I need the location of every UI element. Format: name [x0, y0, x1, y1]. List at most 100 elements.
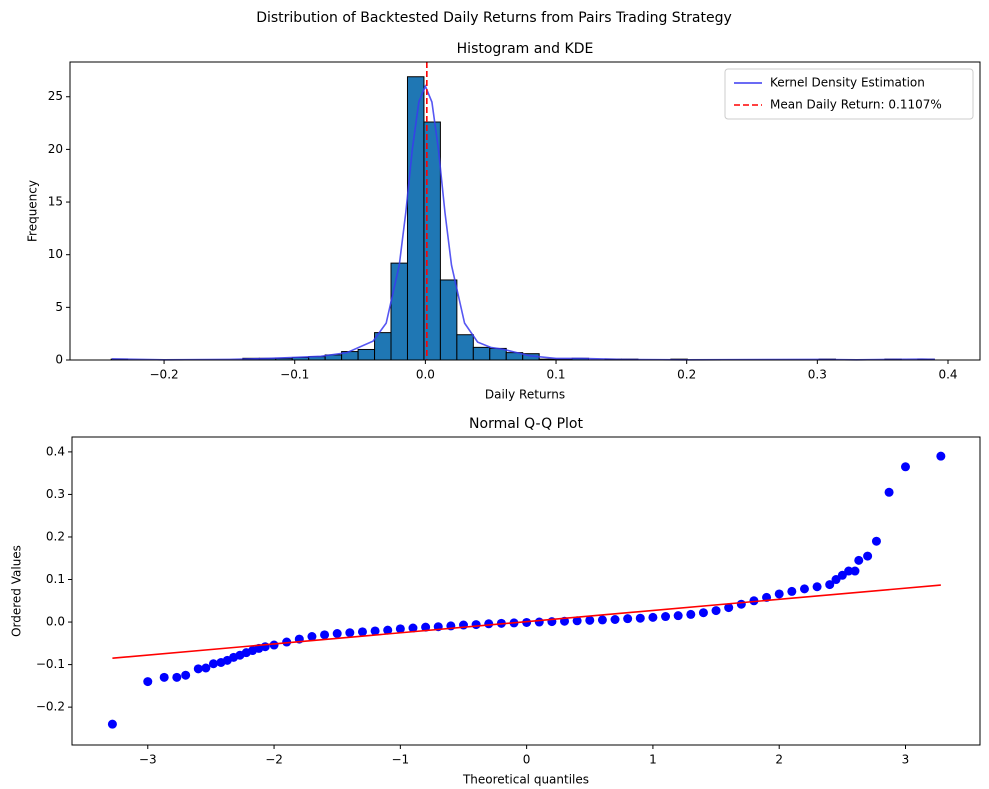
x-tick-label: 0.1 — [546, 368, 565, 382]
qq-point — [193, 664, 203, 674]
qq-point — [724, 603, 734, 613]
qq-point — [107, 719, 117, 729]
figure-title: Distribution of Backtested Daily Returns… — [256, 10, 732, 26]
qq-point — [159, 672, 169, 682]
y-tick-label: 0.1 — [46, 572, 65, 586]
qq-point — [260, 642, 270, 652]
qq-point — [825, 580, 835, 590]
qq-point — [831, 575, 841, 585]
y-tick-label: 0.4 — [46, 444, 65, 458]
qq-point — [585, 615, 595, 625]
qq-point — [799, 584, 809, 594]
histogram-bar — [390, 262, 408, 361]
qq-point — [812, 582, 822, 592]
y-tick-label: 15 — [48, 195, 63, 209]
qq-point — [471, 620, 481, 630]
qq-point — [863, 551, 873, 561]
y-tick-label: 20 — [48, 142, 63, 156]
y-tick-label: 25 — [48, 89, 63, 103]
fit-line — [112, 584, 941, 660]
x-tick-label: −2 — [265, 753, 283, 767]
qq-point — [661, 612, 671, 622]
y-tick-label: 0 — [55, 353, 63, 367]
kde-line — [111, 84, 935, 361]
qq-point — [854, 555, 864, 565]
histogram-bar — [439, 279, 458, 361]
x-tick-label: 0.0 — [416, 368, 435, 382]
qq-point — [395, 624, 405, 634]
legend-label: Mean Daily Return: 0.1107% — [770, 98, 942, 112]
histogram-bar — [472, 346, 491, 361]
qq-point — [357, 627, 367, 637]
qq-point — [936, 451, 946, 461]
x-tick-label: 0.3 — [808, 368, 827, 382]
legend-label: Kernel Density Estimation — [770, 76, 925, 90]
qq-point — [269, 640, 279, 650]
qq-point — [736, 599, 746, 609]
axes-frame — [71, 436, 981, 746]
qq-point — [900, 462, 910, 472]
qq-point — [686, 609, 696, 619]
qq-point — [307, 632, 317, 642]
qq-point — [837, 570, 847, 580]
x-tick-label: 0.2 — [677, 368, 696, 382]
qq-point — [610, 615, 620, 625]
x-tick-label: −3 — [139, 753, 157, 767]
qq-point — [421, 622, 431, 632]
y-axis-label: Ordered Values — [10, 545, 24, 637]
x-tick-label: −0.1 — [280, 368, 309, 382]
qq-point — [345, 628, 355, 638]
y-tick-label: −0.2 — [36, 700, 65, 714]
qq-point — [332, 629, 342, 639]
qq-point — [172, 672, 182, 682]
qq-point — [201, 663, 211, 673]
qq-point — [648, 612, 658, 622]
x-tick-label: 0.4 — [938, 368, 957, 382]
qq-point — [850, 566, 860, 576]
x-axis-label: Daily Returns — [485, 388, 565, 402]
histogram-bar — [357, 348, 376, 361]
qq-point — [320, 630, 330, 640]
x-axis-label: Theoretical quantiles — [462, 773, 589, 787]
histogram-bar — [456, 334, 474, 361]
qq-point — [484, 619, 494, 629]
y-tick-label: 0.3 — [46, 487, 65, 501]
axes-title: Normal Q-Q Plot — [469, 416, 583, 432]
qq-point — [871, 536, 881, 546]
qq-point — [522, 617, 532, 627]
y-tick-label: 0.2 — [46, 529, 65, 543]
qq-point — [208, 659, 218, 669]
qq-point — [597, 615, 607, 625]
x-tick-label: −0.2 — [150, 368, 179, 382]
qq-point — [698, 608, 708, 618]
qq-point — [787, 586, 797, 596]
x-tick-label: 2 — [775, 753, 783, 767]
y-tick-label: −0.1 — [36, 657, 65, 671]
x-tick-label: 1 — [649, 753, 657, 767]
qq-point — [408, 623, 418, 633]
qq-point — [673, 611, 683, 621]
y-tick-label: 5 — [55, 300, 63, 314]
qq-point — [143, 677, 153, 687]
qq-point — [572, 616, 582, 626]
qq-point — [383, 625, 393, 635]
y-axis-label: Frequency — [26, 180, 40, 242]
qq-point — [711, 606, 721, 616]
legend-box — [724, 68, 974, 120]
qq-point — [635, 613, 645, 623]
qq-point — [181, 670, 191, 680]
qq-point — [534, 617, 544, 627]
axes-frame — [69, 61, 981, 361]
x-tick-label: 3 — [902, 753, 910, 767]
qq-point — [623, 614, 633, 624]
qq-point — [844, 566, 854, 576]
axes-title: Histogram and KDE — [457, 41, 594, 57]
x-tick-label: 0 — [523, 753, 531, 767]
x-tick-label: −1 — [391, 753, 409, 767]
qq-point — [884, 487, 894, 497]
y-tick-label: 10 — [48, 247, 63, 261]
qq-point — [370, 626, 380, 636]
qq-point — [774, 589, 784, 599]
y-tick-label: 0.0 — [46, 615, 65, 629]
